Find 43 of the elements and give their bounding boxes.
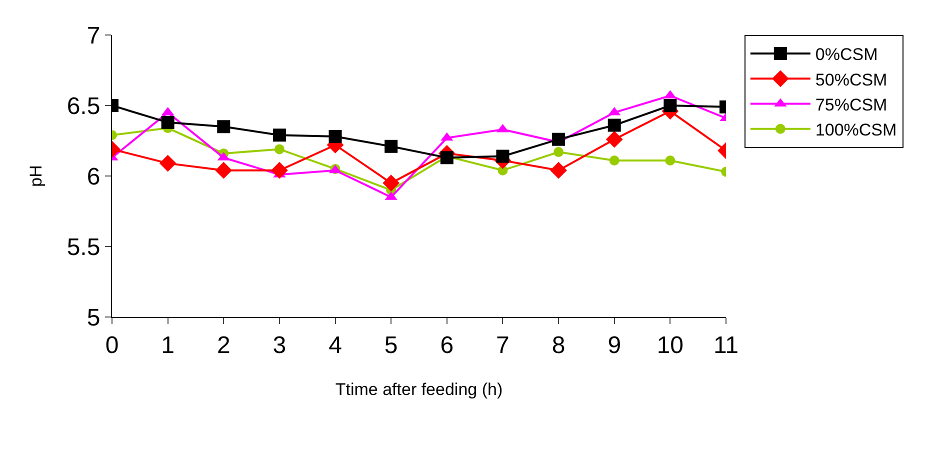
x-tick-label: 1 (161, 332, 174, 359)
y-tick-label: 6.5 (66, 92, 100, 120)
point (217, 120, 230, 134)
y-tick-label: 7 (86, 22, 100, 50)
legend-label: 50%CSM (815, 70, 888, 90)
point (554, 147, 564, 158)
point (552, 132, 566, 146)
x-tick-label: 0 (105, 332, 119, 359)
x-tick-label: 10 (656, 332, 684, 359)
x-tick-label: 11 (714, 332, 738, 359)
x-tick-label: 2 (216, 332, 230, 359)
y-tick-label: 5.5 (66, 234, 100, 261)
x-tick-label: 3 (272, 332, 286, 359)
point (440, 151, 454, 164)
point (382, 174, 400, 192)
x-tick-label: 9 (608, 332, 622, 359)
point (159, 154, 176, 172)
y-tick-label: 5 (86, 304, 100, 332)
y-axis-title: pH (26, 165, 46, 187)
point (272, 128, 286, 142)
point (274, 144, 284, 154)
legend-label: 100%CSM (815, 120, 897, 140)
point (328, 130, 342, 144)
y-tick-label: 6 (86, 163, 100, 190)
point (664, 99, 677, 112)
x-tick-label: 8 (552, 332, 566, 359)
point (161, 116, 174, 129)
point (384, 140, 398, 153)
point (608, 118, 621, 132)
legend-label: 75%CSM (815, 95, 888, 114)
point (665, 155, 676, 166)
point (271, 162, 288, 179)
point (606, 130, 623, 148)
x-tick-label: 7 (496, 332, 510, 359)
x-tick-label: 6 (440, 332, 454, 359)
point (550, 162, 567, 179)
point (215, 162, 232, 179)
legend-label: 0%CSM (815, 45, 878, 64)
x-axis-title: Ttime after feeding (h) (335, 380, 503, 400)
x-tick-label: 5 (384, 332, 398, 359)
point (609, 155, 620, 166)
point (496, 150, 510, 163)
x-tick-label: 4 (328, 332, 342, 359)
